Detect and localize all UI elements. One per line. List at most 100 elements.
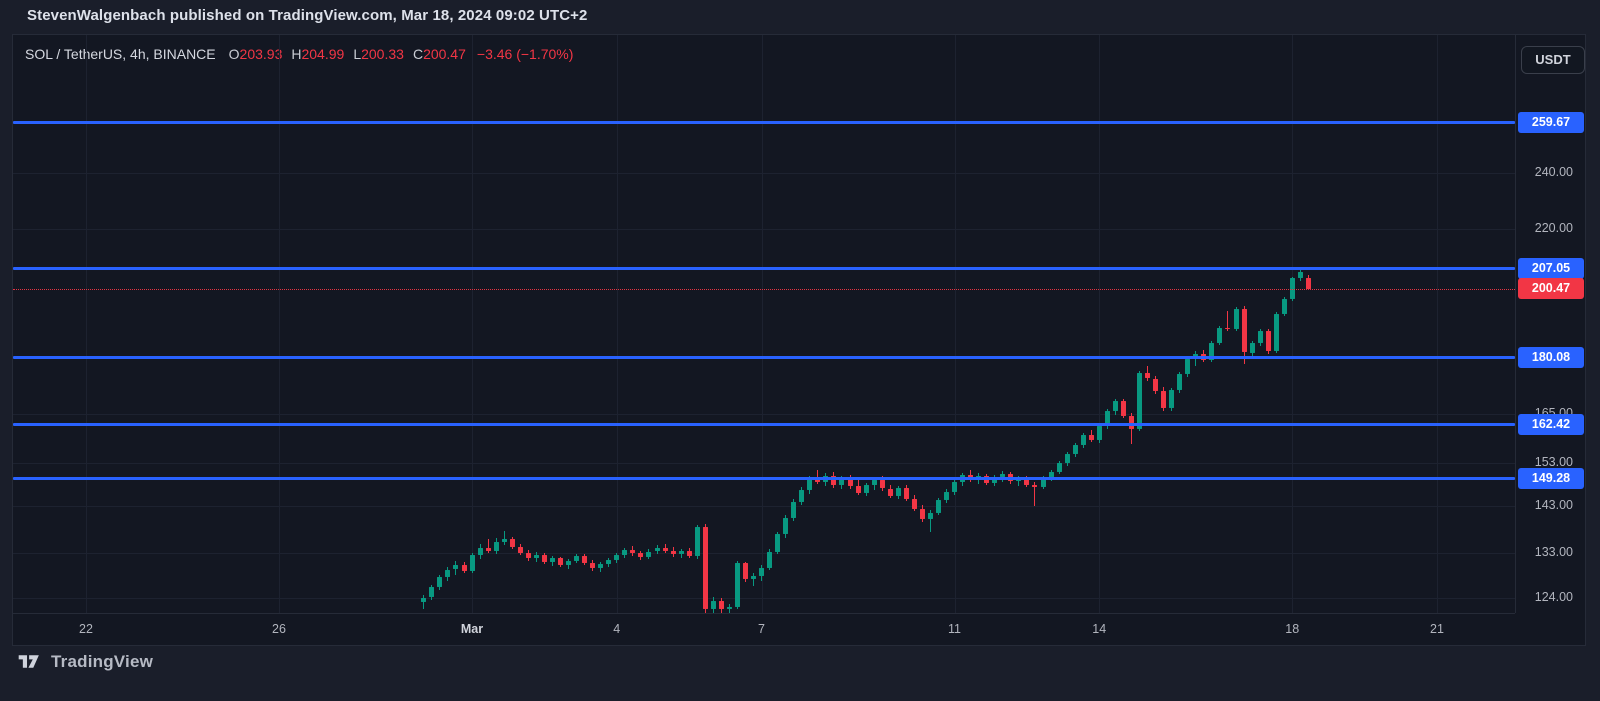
candle: [437, 577, 443, 587]
support-resistance-line[interactable]: [13, 477, 1515, 481]
candle: [944, 492, 949, 500]
candle: [718, 601, 724, 609]
brand-name: TradingView: [51, 651, 154, 671]
price-tick-label: 153.00: [1534, 454, 1573, 469]
candle: [590, 562, 596, 569]
candle-wick: [1034, 481, 1036, 506]
candle-wick: [929, 509, 931, 533]
candle: [1032, 484, 1038, 487]
candle: [638, 553, 644, 558]
candle: [1257, 330, 1263, 343]
time-label: 7: [758, 622, 765, 636]
candle: [968, 475, 974, 479]
symbol-title: SOL / TetherUS, 4h, BINANCE: [25, 46, 216, 62]
candle: [1056, 463, 1062, 472]
candle: [477, 548, 483, 555]
change-readout: −3.46 (−1.70%): [476, 46, 574, 62]
candle: [1305, 277, 1311, 289]
chart-pane[interactable]: SOL / TetherUS, 4h, BINANCE O203.93 H204…: [13, 35, 1515, 613]
candle: [469, 554, 475, 572]
candle: [678, 550, 684, 555]
level-price-badge: 180.08: [1518, 347, 1584, 369]
time-axis[interactable]: 22 26 Mar 4 7 11 14 18 21: [13, 613, 1515, 647]
candle: [509, 538, 515, 548]
candle: [863, 485, 869, 493]
level-price-badge: 162.42: [1518, 413, 1584, 435]
candle: [1024, 478, 1030, 485]
vertical-gridline: [1292, 35, 1294, 613]
candle: [1096, 426, 1102, 441]
candle: [1145, 373, 1150, 379]
price-scale[interactable]: 240.00220.00165.00153.00143.00133.00124.…: [1515, 35, 1587, 613]
candle: [726, 607, 732, 609]
candle: [702, 526, 708, 610]
candle-wick: [487, 539, 489, 554]
candle: [566, 560, 571, 565]
horizontal-gridline: [13, 173, 1515, 174]
candle: [791, 501, 797, 519]
candle: [549, 558, 555, 562]
time-label: 26: [272, 622, 286, 636]
candle: [614, 554, 620, 561]
horizontal-gridline: [13, 598, 1515, 599]
price-tick-label: 240.00: [1534, 165, 1573, 179]
candle: [839, 478, 845, 485]
chart-container: SOL / TetherUS, 4h, BINANCE O203.93 H204…: [12, 34, 1586, 646]
currency-toggle-button[interactable]: USDT: [1521, 46, 1585, 74]
price-tick-label: 124.00: [1534, 590, 1573, 604]
vertical-gridline: [761, 35, 763, 613]
candle: [1120, 401, 1126, 417]
candle: [887, 488, 893, 496]
candle: [783, 518, 789, 535]
last-price-badge: 200.47: [1518, 278, 1584, 300]
candle: [1273, 313, 1279, 352]
candle: [903, 488, 909, 499]
candle: [421, 597, 427, 603]
time-label: 18: [1285, 622, 1300, 636]
horizontal-gridline: [13, 506, 1515, 508]
vertical-gridline: [1099, 35, 1101, 613]
candle: [1217, 327, 1223, 344]
support-resistance-line[interactable]: [13, 266, 1515, 270]
candle: [831, 475, 837, 485]
candle: [1104, 411, 1110, 427]
candle: [630, 550, 636, 554]
candle: [1225, 327, 1231, 330]
candle-wick: [503, 531, 505, 546]
support-resistance-line[interactable]: [13, 422, 1515, 426]
candle: [582, 556, 588, 563]
candle: [759, 567, 764, 577]
candle: [517, 547, 523, 553]
candle: [1072, 445, 1078, 455]
tradingview-logo-icon[interactable]: [18, 651, 43, 672]
candle: [654, 548, 660, 552]
candle: [919, 508, 925, 520]
candle: [742, 563, 748, 579]
ohlc-open: O203.93: [228, 46, 283, 62]
candle: [815, 478, 821, 482]
level-price-badge: 207.05: [1518, 257, 1584, 279]
candle: [1153, 378, 1158, 392]
candle: [485, 548, 491, 551]
time-label: 4: [613, 622, 621, 636]
time-label: Mar: [460, 622, 484, 636]
candle: [1241, 308, 1247, 353]
horizontal-gridline: [13, 229, 1515, 230]
support-resistance-line[interactable]: [13, 356, 1515, 360]
candle: [461, 564, 467, 571]
candle-wick: [1018, 476, 1020, 486]
candle: [1249, 343, 1255, 353]
candle: [574, 556, 579, 561]
candle-wick: [753, 573, 754, 587]
candle: [1137, 373, 1142, 429]
candle: [558, 558, 563, 565]
candle: [525, 552, 531, 559]
time-label: 11: [948, 622, 961, 636]
vertical-gridline: [279, 35, 280, 613]
time-label: 14: [1092, 622, 1107, 636]
support-resistance-line[interactable]: [13, 120, 1515, 124]
candle: [694, 526, 700, 556]
horizontal-gridline: [13, 462, 1515, 464]
price-tick-label: 143.00: [1534, 498, 1573, 513]
ohlc-low: L200.33: [353, 46, 404, 62]
